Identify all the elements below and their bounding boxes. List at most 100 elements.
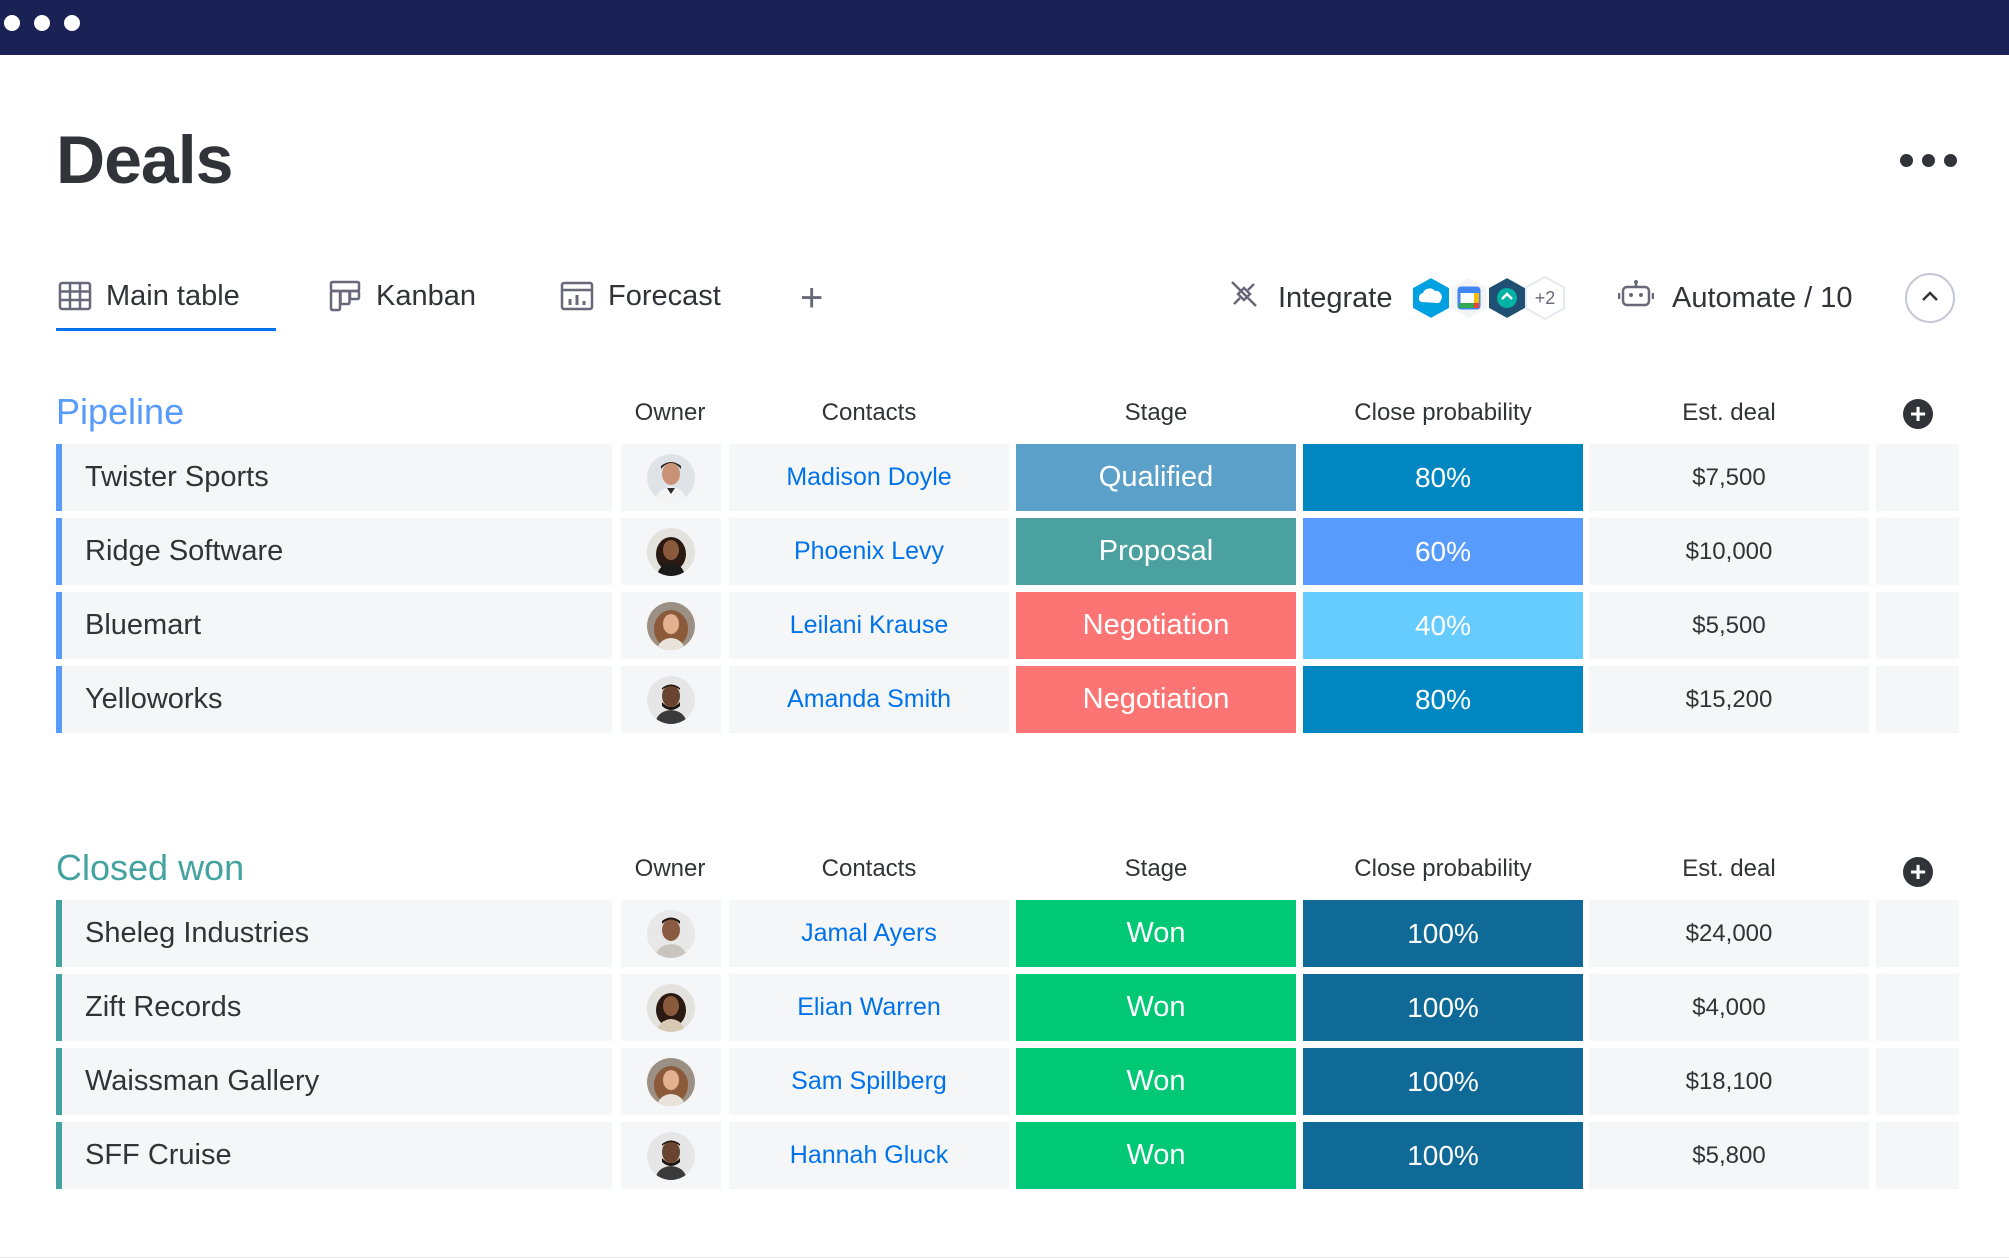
add-column-button[interactable]: + xyxy=(1903,399,1933,429)
group-color-bar xyxy=(56,1122,62,1189)
tab-label: Main table xyxy=(106,279,240,312)
empty-cell xyxy=(1876,592,1959,659)
table-icon xyxy=(58,281,92,311)
stage-status-label[interactable]: Won xyxy=(1016,1048,1296,1115)
item-name-cell[interactable]: Sheleg Industries xyxy=(56,900,612,967)
contact-cell[interactable]: Elian Warren xyxy=(729,974,1009,1041)
contact-cell[interactable]: Phoenix Levy xyxy=(729,518,1009,585)
contact-cell[interactable]: Sam Spillberg xyxy=(729,1048,1009,1115)
add-view-button[interactable]: + xyxy=(800,276,824,320)
item-name: Ridge Software xyxy=(85,535,284,567)
column-header-contacts[interactable]: Contacts xyxy=(821,855,917,882)
add-column-button[interactable]: + xyxy=(1903,857,1933,887)
dot-icon xyxy=(1900,153,1913,167)
est-deal-cell[interactable]: $5,800 xyxy=(1589,1122,1869,1189)
owner-cell[interactable] xyxy=(621,444,721,511)
column-header-est-deal[interactable]: Est. deal xyxy=(1682,855,1776,882)
est-deal-cell[interactable]: $15,200 xyxy=(1589,666,1869,733)
tab-forecast[interactable]: Forecast xyxy=(560,270,721,322)
avatar[interactable] xyxy=(647,983,695,1032)
empty-cell xyxy=(1876,444,1959,511)
tab-main-table[interactable]: Main table xyxy=(58,270,240,322)
stage-status-label[interactable]: Negotiation xyxy=(1016,592,1296,659)
more-options-button[interactable] xyxy=(1900,145,1960,175)
column-header-contacts[interactable]: Contacts xyxy=(821,399,917,426)
table-row[interactable]: Yelloworks Amanda Smith Negotiation 80% … xyxy=(56,666,1959,733)
column-header-close-probability[interactable]: Close probability xyxy=(1354,855,1532,882)
table-row[interactable]: Zift Records Elian Warren Won 100% $4,00… xyxy=(56,974,1959,1041)
table-row[interactable]: Twister Sports Madison Doyle Qualified 8… xyxy=(56,444,1959,511)
est-deal-cell[interactable]: $4,000 xyxy=(1589,974,1869,1041)
est-deal-cell[interactable]: $18,100 xyxy=(1589,1048,1869,1115)
kanban-icon xyxy=(328,279,362,313)
contact-cell[interactable]: Madison Doyle xyxy=(729,444,1009,511)
item-name-cell[interactable]: Bluemart xyxy=(56,592,612,659)
table-row[interactable]: SFF Cruise Hannah Gluck Won 100% $5,800 xyxy=(56,1122,1959,1189)
avatar[interactable] xyxy=(647,527,695,576)
contact-cell[interactable]: Leilani Krause xyxy=(729,592,1009,659)
item-name-cell[interactable]: Ridge Software xyxy=(56,518,612,585)
integrations-badges[interactable]: +2 xyxy=(1408,272,1568,324)
avatar[interactable] xyxy=(647,675,695,724)
owner-cell[interactable] xyxy=(621,900,721,967)
avatar[interactable] xyxy=(647,453,695,502)
close-probability-cell[interactable]: 40% xyxy=(1303,592,1583,659)
close-probability-cell[interactable]: 60% xyxy=(1303,518,1583,585)
window-dot[interactable] xyxy=(64,15,80,31)
owner-cell[interactable] xyxy=(621,1048,721,1115)
table-row[interactable]: Ridge Software Phoenix Levy Proposal 60%… xyxy=(56,518,1959,585)
owner-cell[interactable] xyxy=(621,666,721,733)
table-row[interactable]: Waissman Gallery Sam Spillberg Won 100% … xyxy=(56,1048,1959,1115)
est-deal-cell[interactable]: $24,000 xyxy=(1589,900,1869,967)
owner-cell[interactable] xyxy=(621,974,721,1041)
avatar[interactable] xyxy=(647,601,695,650)
stage-status-label[interactable]: Negotiation xyxy=(1016,666,1296,733)
close-probability-cell[interactable]: 100% xyxy=(1303,1122,1583,1189)
stage-status-label[interactable]: Won xyxy=(1016,900,1296,967)
tab-kanban[interactable]: Kanban xyxy=(328,270,476,322)
column-header-owner[interactable]: Owner xyxy=(634,399,706,426)
item-name-cell[interactable]: SFF Cruise xyxy=(56,1122,612,1189)
close-probability-cell[interactable]: 100% xyxy=(1303,1048,1583,1115)
stage-status-label[interactable]: Won xyxy=(1016,974,1296,1041)
owner-cell[interactable] xyxy=(621,518,721,585)
plus-icon: + xyxy=(1909,856,1927,887)
close-probability-cell[interactable]: 100% xyxy=(1303,900,1583,967)
close-probability-cell[interactable]: 80% xyxy=(1303,666,1583,733)
column-header-close-probability[interactable]: Close probability xyxy=(1354,399,1532,426)
stage-status-label[interactable]: Won xyxy=(1016,1122,1296,1189)
close-probability-cell[interactable]: 100% xyxy=(1303,974,1583,1041)
contact-cell[interactable]: Hannah Gluck xyxy=(729,1122,1009,1189)
item-name-cell[interactable]: Waissman Gallery xyxy=(56,1048,612,1115)
close-probability-cell[interactable]: 80% xyxy=(1303,444,1583,511)
column-header-est-deal[interactable]: Est. deal xyxy=(1682,399,1776,426)
group-title-closed-won[interactable]: Closed won xyxy=(56,847,245,888)
est-deal-cell[interactable]: $7,500 xyxy=(1589,444,1869,511)
avatar[interactable] xyxy=(647,1057,695,1106)
avatar[interactable] xyxy=(647,1131,695,1180)
collapse-header-button[interactable] xyxy=(1905,273,1955,323)
stage-status-label[interactable]: Proposal xyxy=(1016,518,1296,585)
table-row[interactable]: Bluemart Leilani Krause Negotiation 40% … xyxy=(56,592,1959,659)
item-name-cell[interactable]: Zift Records xyxy=(56,974,612,1041)
stage-status-label[interactable]: Qualified xyxy=(1016,444,1296,511)
owner-cell[interactable] xyxy=(621,1122,721,1189)
est-deal-cell[interactable]: $10,000 xyxy=(1589,518,1869,585)
table-row[interactable]: Sheleg Industries Jamal Ayers Won 100% $… xyxy=(56,900,1959,967)
contact-cell[interactable]: Amanda Smith xyxy=(729,666,1009,733)
owner-cell[interactable] xyxy=(621,592,721,659)
group-title-pipeline[interactable]: Pipeline xyxy=(56,391,185,432)
item-name-cell[interactable]: Twister Sports xyxy=(56,444,612,511)
window-dot[interactable] xyxy=(34,15,50,31)
window-dot[interactable] xyxy=(4,15,20,31)
avatar[interactable] xyxy=(647,909,695,958)
item-name-cell[interactable]: Yelloworks xyxy=(56,666,612,733)
est-deal-cell[interactable]: $5,500 xyxy=(1589,592,1869,659)
column-header-owner[interactable]: Owner xyxy=(634,855,706,882)
column-header-stage[interactable]: Stage xyxy=(1124,399,1188,426)
automate-button[interactable]: Automate / 10 xyxy=(1617,272,1853,324)
column-header-stage[interactable]: Stage xyxy=(1124,855,1188,882)
contact-cell[interactable]: Jamal Ayers xyxy=(729,900,1009,967)
item-name: SFF Cruise xyxy=(85,1139,232,1171)
integrate-button[interactable]: Integrate xyxy=(1228,272,1392,324)
